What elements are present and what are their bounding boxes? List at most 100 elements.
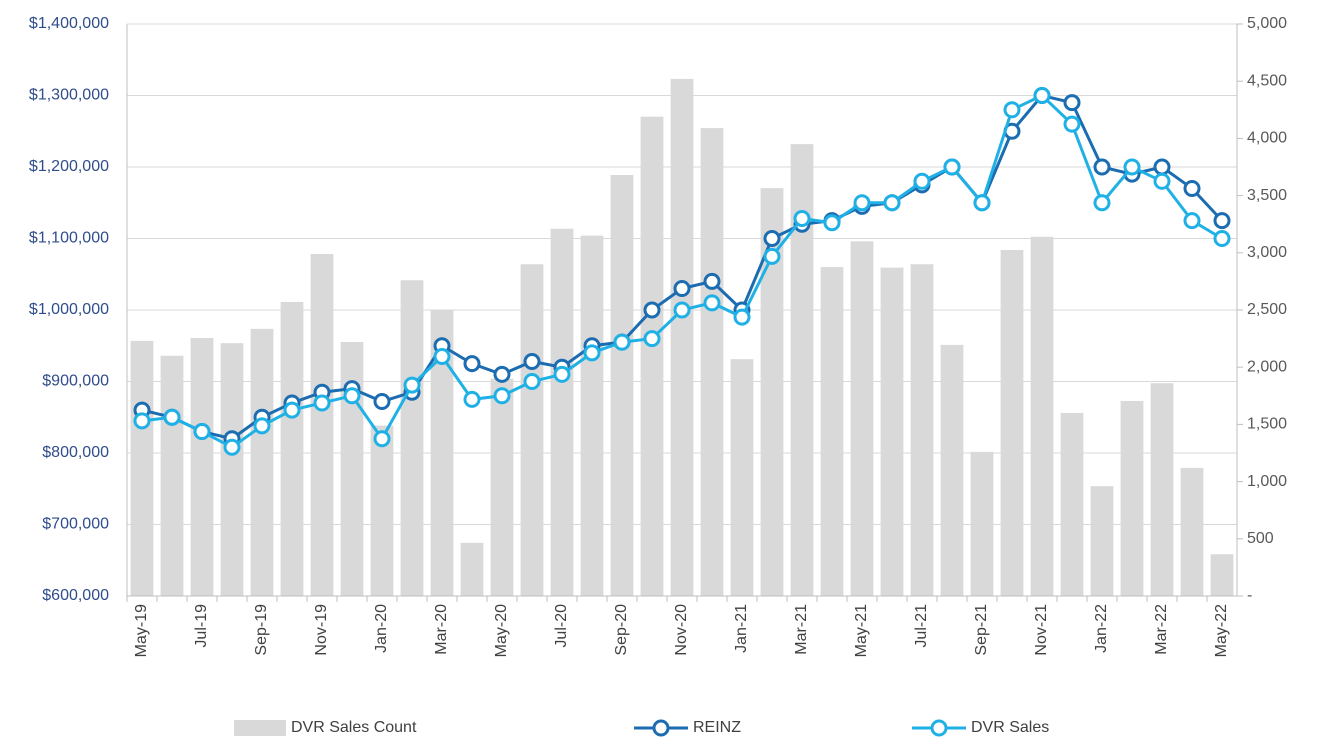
marker [823,214,841,232]
bar [970,451,994,596]
y-tick-label: $700,000 [42,516,109,533]
x-tick-label: Jan-21 [733,604,750,653]
x-tick-label: May-19 [133,604,150,657]
bar [820,267,844,596]
marker [703,272,721,290]
x-tick-label: Jan-22 [1093,604,1110,653]
y2-tick-label: 3,500 [1247,187,1287,204]
x-tick-label: May-21 [853,604,870,657]
bar [730,359,754,596]
y-tick-label: $600,000 [42,587,109,604]
bar [520,264,544,596]
marker [703,294,721,312]
bar [160,355,184,596]
marker [673,301,691,319]
y-tick-label: $1,000,000 [29,301,109,318]
x-tick-label: Sep-19 [253,604,270,656]
x-tick-label: Mar-22 [1153,604,1170,655]
marker [583,344,601,362]
y2-tick-label: 4,500 [1247,72,1287,89]
marker [1033,87,1051,104]
bar [1120,400,1144,596]
bar [280,301,304,596]
marker [163,408,181,426]
bar [1000,249,1024,596]
bar [220,343,244,596]
legend-marker [930,719,948,737]
y-tick-label: $1,400,000 [29,15,109,32]
y-tick-label: $1,300,000 [29,87,109,104]
marker [973,194,991,212]
bar [340,342,364,596]
bar [1030,236,1054,596]
y-tick-label: $1,200,000 [29,158,109,175]
x-tick-label: Sep-21 [973,604,990,656]
y-tick-label: $900,000 [42,373,109,390]
y2-tick-label: - [1247,587,1252,604]
marker [433,347,451,365]
y2-tick-label: 2,000 [1247,358,1287,375]
marker [913,172,931,190]
marker [1003,101,1021,119]
marker [763,230,781,247]
marker [343,387,361,405]
marker [373,430,391,448]
marker [553,365,571,383]
marker [313,394,331,412]
bar [250,328,274,596]
bar [550,228,574,596]
legend-label: REINZ [693,719,741,736]
x-tick-label: Sep-20 [613,604,630,656]
marker [523,373,541,390]
bar [790,144,814,596]
legend-swatch [234,720,286,736]
marker [283,401,301,419]
bar [700,128,724,596]
y2-tick-label: 1,500 [1247,416,1287,433]
marker [1093,158,1111,176]
x-tick-label: Nov-21 [1033,604,1050,656]
bar [640,116,664,596]
marker [193,423,211,441]
marker [643,330,661,348]
marker [253,417,271,435]
marker [613,333,631,351]
y-tick-label: $800,000 [42,444,109,461]
legend-label: DVR Sales Count [291,719,417,736]
marker [403,376,421,394]
marker [883,194,901,212]
x-tick-label: Mar-21 [793,604,810,655]
marker [1183,212,1201,230]
marker [673,280,691,298]
bar [880,267,904,596]
legend-marker [652,719,670,737]
bar [1180,467,1204,596]
marker [493,365,511,383]
marker [1063,115,1081,133]
marker [1153,172,1171,190]
bar [580,235,604,596]
x-tick-label: May-20 [493,604,510,657]
legend-label: DVR Sales [971,719,1049,736]
bar [760,188,784,596]
y-tick-label: $1,100,000 [29,230,109,247]
marker [1213,212,1231,230]
y2-tick-label: 500 [1247,530,1274,547]
bar [430,310,454,596]
marker [133,412,151,430]
x-tick-label: Jul-19 [193,604,210,648]
marker [793,209,811,227]
bar [370,425,394,596]
marker [1123,158,1141,176]
x-tick-label: May-22 [1213,604,1230,657]
marker [523,352,541,370]
bar [670,78,694,597]
marker [1213,230,1231,247]
bar [1210,554,1234,596]
marker [493,387,511,405]
x-tick-label: Jul-21 [913,604,930,648]
marker [763,247,781,265]
x-tick-label: Nov-20 [673,604,690,656]
x-tick-label: Jan-20 [373,604,390,653]
